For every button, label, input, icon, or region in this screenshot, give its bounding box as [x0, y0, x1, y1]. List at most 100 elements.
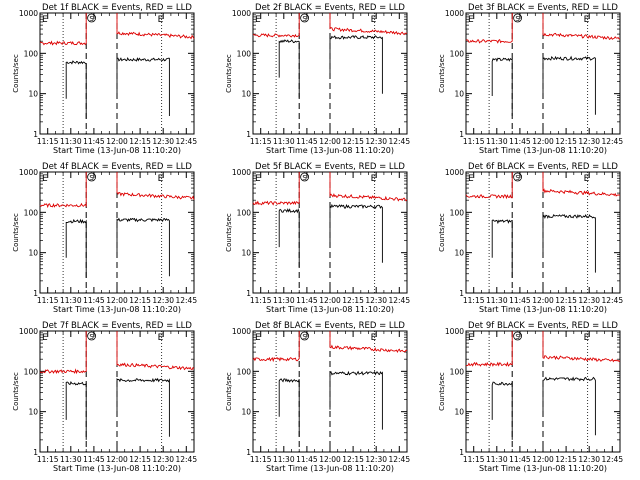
x-axis-label: Start Time (13-Jun-08 11:10:20) — [53, 146, 181, 155]
x-tick-label: 11:15 — [37, 455, 59, 464]
chart-title: Det 1f BLACK = Events, RED = LLD — [42, 3, 192, 13]
y-axis-label: Counts/sec — [12, 372, 20, 411]
x-axis-label: Start Time (13-Jun-08 11:10:20) — [479, 464, 607, 473]
x-tick-label: 11:30 — [273, 296, 295, 305]
s-marker-label: S — [515, 174, 520, 182]
e-marker-label: E — [42, 174, 48, 184]
e-marker-label: E — [158, 15, 164, 25]
events-series-line — [116, 377, 170, 437]
lld-series-line — [39, 331, 87, 375]
y-axis-label: Counts/sec — [225, 372, 233, 411]
lld-series-line — [116, 13, 195, 40]
events-series-line — [329, 35, 383, 94]
y-tick-label: 10 — [454, 90, 464, 99]
x-tick-label: 11:30 — [273, 455, 295, 464]
e-marker-label: E — [158, 174, 164, 184]
x-tick-label: 12:30 — [578, 137, 600, 146]
lld-series-line — [465, 172, 513, 200]
x-tick-label: 11:30 — [60, 137, 82, 146]
y-tick-label: 1 — [33, 448, 38, 457]
y-tick-label: 1 — [459, 289, 464, 298]
x-tick-label: 11:15 — [463, 455, 485, 464]
lld-series-line — [252, 331, 300, 363]
e-marker-label: E — [584, 15, 590, 25]
x-tick-label: 12:00 — [319, 137, 341, 146]
y-tick-label: 10 — [28, 90, 38, 99]
y-tick-label: 1000 — [232, 168, 251, 177]
y-axis-label: Counts/sec — [225, 213, 233, 252]
x-tick-label: 12:15 — [129, 296, 151, 305]
y-tick-label: 1 — [246, 289, 251, 298]
lld-series-line — [329, 172, 408, 202]
y-axis-label: Counts/sec — [438, 213, 446, 252]
e-marker-label: E — [158, 333, 164, 343]
x-tick-label: 11:45 — [509, 296, 531, 305]
y-axis-label: Counts/sec — [225, 54, 233, 93]
lld-series-line — [116, 331, 195, 371]
y-tick-label: 1000 — [445, 9, 464, 18]
events-series-line — [491, 57, 513, 116]
x-tick-label: 12:00 — [532, 455, 554, 464]
y-tick-label: 1000 — [232, 327, 251, 336]
x-axis-label: Start Time (13-Jun-08 11:10:20) — [266, 146, 394, 155]
chart-title: Det 4f BLACK = Events, RED = LLD — [42, 162, 192, 172]
x-tick-label: 12:30 — [365, 455, 387, 464]
events-series-line — [542, 376, 596, 436]
x-tick-label: 11:45 — [509, 455, 531, 464]
chart-panel: Det 4f BLACK = Events, RED = LLD 1 10 100 10… — [12, 162, 197, 314]
chart-panel: Det 3f BLACK = Events, RED = LLD 1 10 100 10… — [438, 3, 623, 155]
s-marker-label: S — [89, 15, 94, 23]
e-marker-label: E — [371, 15, 377, 25]
x-tick-label: 12:45 — [175, 137, 197, 146]
s-marker-circle — [300, 172, 310, 182]
chart-title: Det 9f BLACK = Events, RED = LLD — [468, 321, 618, 331]
e-marker-label: E — [371, 333, 377, 343]
x-tick-label: 12:30 — [152, 296, 174, 305]
x-tick-label: 11:15 — [463, 296, 485, 305]
y-tick-label: 1000 — [19, 327, 38, 336]
chart-title: Det 5f BLACK = Events, RED = LLD — [255, 162, 405, 172]
y-tick-label: 1000 — [19, 9, 38, 18]
x-tick-label: 11:30 — [60, 296, 82, 305]
e-marker-label: E — [255, 333, 261, 343]
s-marker-circle — [87, 331, 96, 341]
y-tick-label: 10 — [454, 408, 464, 417]
e-marker-label: E — [584, 333, 590, 343]
y-tick-label: 100 — [24, 208, 39, 217]
x-tick-label: 12:00 — [532, 137, 554, 146]
chart-title: Det 6f BLACK = Events, RED = LLD — [468, 162, 618, 172]
x-tick-label: 11:30 — [486, 455, 508, 464]
x-tick-label: 12:00 — [106, 455, 128, 464]
y-tick-label: 10 — [241, 408, 251, 417]
x-tick-label: 11:30 — [486, 137, 508, 146]
s-marker-circle — [300, 13, 310, 23]
x-tick-label: 11:45 — [296, 137, 318, 146]
e-marker-label: E — [468, 174, 474, 184]
chart-panel: Det 9f BLACK = Events, RED = LLD 1 10 100 10… — [438, 321, 623, 473]
lld-series-line — [329, 331, 408, 353]
events-series-line — [278, 208, 300, 267]
x-tick-label: 12:45 — [601, 296, 623, 305]
x-tick-label: 11:15 — [250, 455, 272, 464]
events-series-line — [116, 217, 170, 277]
y-tick-label: 100 — [237, 208, 252, 217]
x-tick-label: 11:30 — [486, 296, 508, 305]
events-series-line — [278, 378, 300, 437]
x-tick-label: 11:45 — [296, 455, 318, 464]
x-tick-label: 12:30 — [152, 137, 174, 146]
s-marker-circle — [87, 13, 96, 23]
lld-series-line — [39, 13, 87, 46]
x-tick-label: 12:30 — [578, 296, 600, 305]
s-marker-label: S — [89, 174, 94, 182]
x-tick-label: 12:00 — [106, 137, 128, 146]
x-tick-label: 12:15 — [555, 137, 577, 146]
s-marker-label: S — [302, 333, 307, 341]
x-tick-label: 12:15 — [342, 137, 364, 146]
events-series-line — [329, 203, 383, 263]
y-tick-label: 1 — [459, 448, 464, 457]
x-tick-label: 12:45 — [175, 455, 197, 464]
x-axis-label: Start Time (13-Jun-08 11:10:20) — [266, 305, 394, 314]
chart-panel: Det 2f BLACK = Events, RED = LLD 1 10 100 10… — [225, 3, 410, 155]
events-series-line — [278, 39, 300, 98]
e-marker-label: E — [42, 15, 48, 25]
